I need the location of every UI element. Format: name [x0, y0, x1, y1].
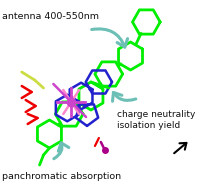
Text: charge neutrality
isolation yield: charge neutrality isolation yield	[117, 110, 195, 130]
Text: panchromatic absorption: panchromatic absorption	[2, 172, 121, 181]
Text: antenna 400-550nm: antenna 400-550nm	[2, 12, 99, 21]
